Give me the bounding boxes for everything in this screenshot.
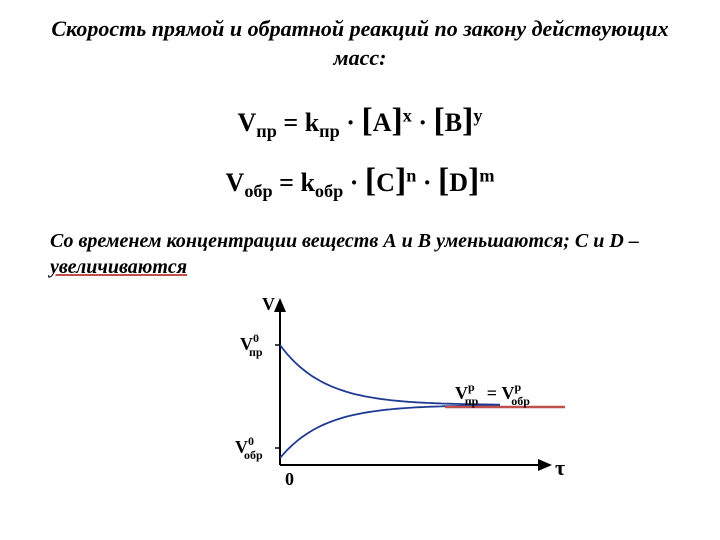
svg-text:V0пр: V0пр: [240, 331, 263, 359]
rate-vs-time-chart: VV0прV0обр0τVpпр = Vpобр: [140, 290, 580, 500]
page-title: Скорость прямой и обратной реакций по за…: [0, 0, 720, 77]
subtitle-highlight: увеличиваются: [50, 256, 187, 278]
chart-container: VV0прV0обр0τVpпр = Vpобр: [0, 290, 720, 505]
subtitle: Со временем концентрации веществ А и В у…: [0, 223, 720, 285]
svg-text:V0обр: V0обр: [235, 434, 263, 462]
equation-reverse: Vобр = kобр · [C]n · [D]m: [226, 162, 495, 202]
svg-text:τ: τ: [555, 455, 565, 480]
svg-text:V: V: [262, 294, 275, 314]
subtitle-prefix: Со временем концентрации веществ А и В у…: [50, 230, 639, 252]
svg-text:0: 0: [285, 469, 294, 489]
title-text: Скорость прямой и обратной реакций по за…: [51, 16, 668, 70]
equation-forward: Vпр = kпр · [A]x · [B]y: [238, 102, 483, 142]
equations-block: Vпр = kпр · [A]x · [B]y Vобр = kобр · [C…: [0, 92, 720, 212]
